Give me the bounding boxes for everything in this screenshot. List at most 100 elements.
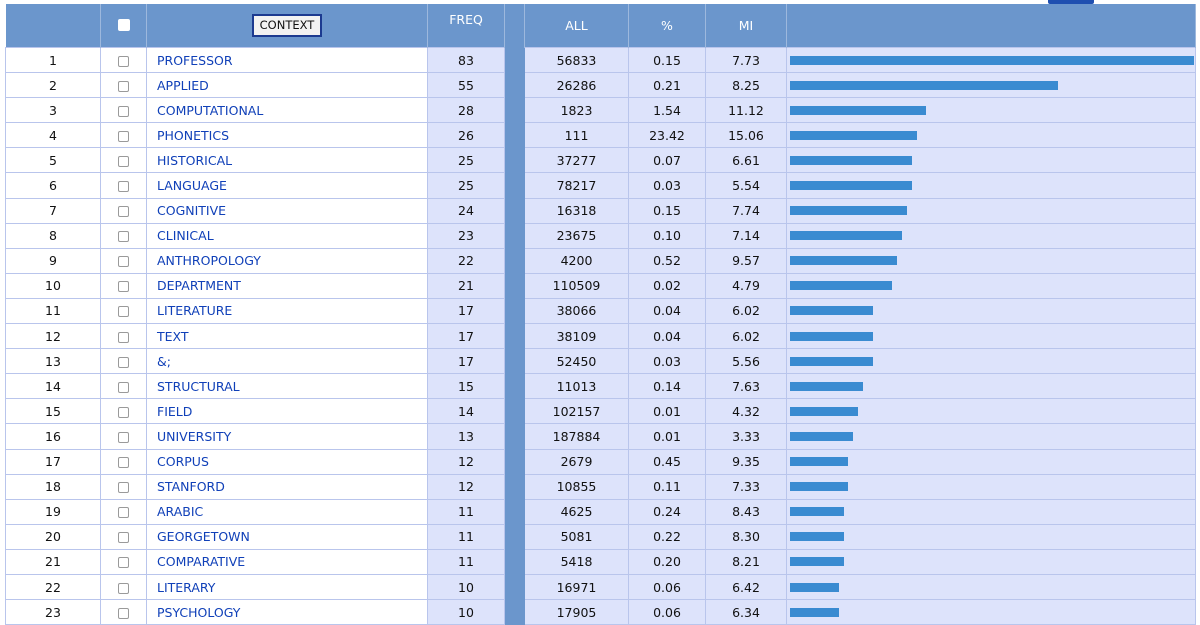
row-checkbox[interactable] (118, 231, 129, 243)
row-checkbox[interactable] (118, 607, 129, 619)
context-word-link[interactable]: UNIVERSITY (146, 423, 428, 450)
header-context: CONTEXT (146, 4, 428, 48)
freq-bar-cell (786, 247, 1196, 274)
all-value: 23675 (524, 222, 629, 249)
context-word-link[interactable]: STRUCTURAL (146, 373, 428, 400)
row-checkbox[interactable] (118, 306, 129, 318)
row-checkbox[interactable] (118, 80, 129, 92)
percent-value: 0.24 (628, 498, 706, 525)
row-checkbox[interactable] (118, 105, 129, 117)
separator-cell (504, 222, 525, 249)
header-percent[interactable]: % (628, 4, 706, 48)
freq-bar-cell (786, 97, 1196, 124)
freq-value: 22 (427, 247, 505, 274)
freq-bar (790, 80, 1058, 90)
context-word-link[interactable]: FIELD (146, 398, 428, 425)
all-value: 56833 (524, 46, 629, 74)
freq-bar (790, 306, 873, 316)
context-button[interactable]: CONTEXT (251, 14, 323, 37)
separator-cell (504, 97, 525, 124)
row-number: 13 (5, 348, 101, 375)
context-word-link[interactable]: CORPUS (146, 448, 428, 475)
row-checkbox[interactable] (118, 130, 129, 142)
freq-bar (790, 431, 853, 441)
header-mi[interactable]: MI (705, 4, 787, 48)
context-word-link[interactable]: APPLIED (146, 72, 428, 99)
row-checkbox[interactable] (118, 582, 129, 594)
context-word-link[interactable]: COGNITIVE (146, 197, 428, 224)
separator-cell (504, 247, 525, 274)
table-row: 12 TEXT 17 38109 0.04 6.02 (5, 323, 1196, 350)
header-all[interactable]: ALL (524, 4, 629, 48)
table-row: 8 CLINICAL 23 23675 0.10 7.14 (5, 222, 1196, 249)
row-number: 22 (5, 573, 101, 601)
all-value: 38109 (524, 323, 629, 350)
freq-bar-cell (786, 297, 1196, 325)
context-word-link[interactable]: &; (146, 348, 428, 375)
separator-cell (504, 297, 525, 325)
row-checkbox[interactable] (118, 256, 129, 268)
context-word-link[interactable]: COMPARATIVE (146, 548, 428, 575)
row-checkbox[interactable] (118, 356, 129, 368)
row-checkbox[interactable] (118, 181, 129, 193)
context-word-link[interactable]: ANTHROPOLOGY (146, 247, 428, 274)
table-row: 22 LITERARY 10 16971 0.06 6.42 (5, 573, 1196, 601)
freq-bar (790, 532, 844, 542)
row-number: 1 (5, 46, 101, 74)
separator-cell (504, 473, 525, 500)
row-checkbox[interactable] (118, 457, 129, 469)
row-checkbox[interactable] (118, 532, 129, 544)
header-freq[interactable]: FREQ (427, 4, 505, 48)
freq-bar-cell (786, 323, 1196, 350)
mi-value: 9.35 (705, 448, 787, 475)
mi-value: 7.33 (705, 473, 787, 500)
context-word-link[interactable]: PSYCHOLOGY (146, 599, 428, 625)
context-word-link[interactable]: DEPARTMENT (146, 272, 428, 299)
context-word-link[interactable]: PROFESSOR (146, 46, 428, 74)
top-corner-tab[interactable] (1048, 0, 1094, 4)
row-checkbox[interactable] (118, 431, 129, 443)
row-checkbox[interactable] (118, 281, 129, 293)
context-word-link[interactable]: CLINICAL (146, 222, 428, 249)
percent-value: 23.42 (628, 122, 706, 149)
context-word-link[interactable]: LITERARY (146, 573, 428, 601)
freq-value: 12 (427, 448, 505, 475)
freq-bar (790, 55, 1194, 65)
row-number: 2 (5, 72, 101, 99)
separator-cell (504, 46, 525, 74)
context-word-link[interactable]: ARABIC (146, 498, 428, 525)
mi-value: 15.06 (705, 122, 787, 149)
row-checkbox[interactable] (118, 557, 129, 569)
row-checkbox[interactable] (118, 331, 129, 343)
row-number: 9 (5, 247, 101, 274)
all-value: 52450 (524, 348, 629, 375)
freq-bar-cell (786, 473, 1196, 500)
context-word-link[interactable]: PHONETICS (146, 122, 428, 149)
freq-bar-cell (786, 373, 1196, 400)
context-word-link[interactable]: HISTORICAL (146, 147, 428, 174)
context-word-link[interactable]: GEORGETOWN (146, 523, 428, 550)
row-checkbox[interactable] (118, 55, 129, 67)
context-word-link[interactable]: STANFORD (146, 473, 428, 500)
select-all-checkbox[interactable] (117, 19, 130, 31)
row-checkbox[interactable] (118, 406, 129, 418)
all-value: 102157 (524, 398, 629, 425)
freq-value: 15 (427, 373, 505, 400)
all-value: 110509 (524, 272, 629, 299)
row-checkbox[interactable] (118, 381, 129, 393)
row-number: 17 (5, 448, 101, 475)
row-checkbox[interactable] (118, 155, 129, 167)
table-row: 13 &; 17 52450 0.03 5.56 (5, 348, 1196, 375)
mi-value: 4.79 (705, 272, 787, 299)
table-body: 1 PROFESSOR 83 56833 0.15 7.73 2 APPLIED 55 26286… (5, 46, 1196, 625)
context-word-link[interactable]: LANGUAGE (146, 172, 428, 199)
row-checkbox[interactable] (118, 482, 129, 494)
context-word-link[interactable]: COMPUTATIONAL (146, 97, 428, 124)
table-row: 7 COGNITIVE 24 16318 0.15 7.74 (5, 197, 1196, 224)
context-word-link[interactable]: TEXT (146, 323, 428, 350)
row-checkbox-cell (100, 448, 147, 475)
row-checkbox[interactable] (118, 507, 129, 519)
context-word-link[interactable]: LITERATURE (146, 297, 428, 325)
row-checkbox[interactable] (118, 206, 129, 218)
collocates-table: CONTEXT FREQ ALL % MI 1 PROFESSOR 83 56833 0… (5, 4, 1196, 625)
